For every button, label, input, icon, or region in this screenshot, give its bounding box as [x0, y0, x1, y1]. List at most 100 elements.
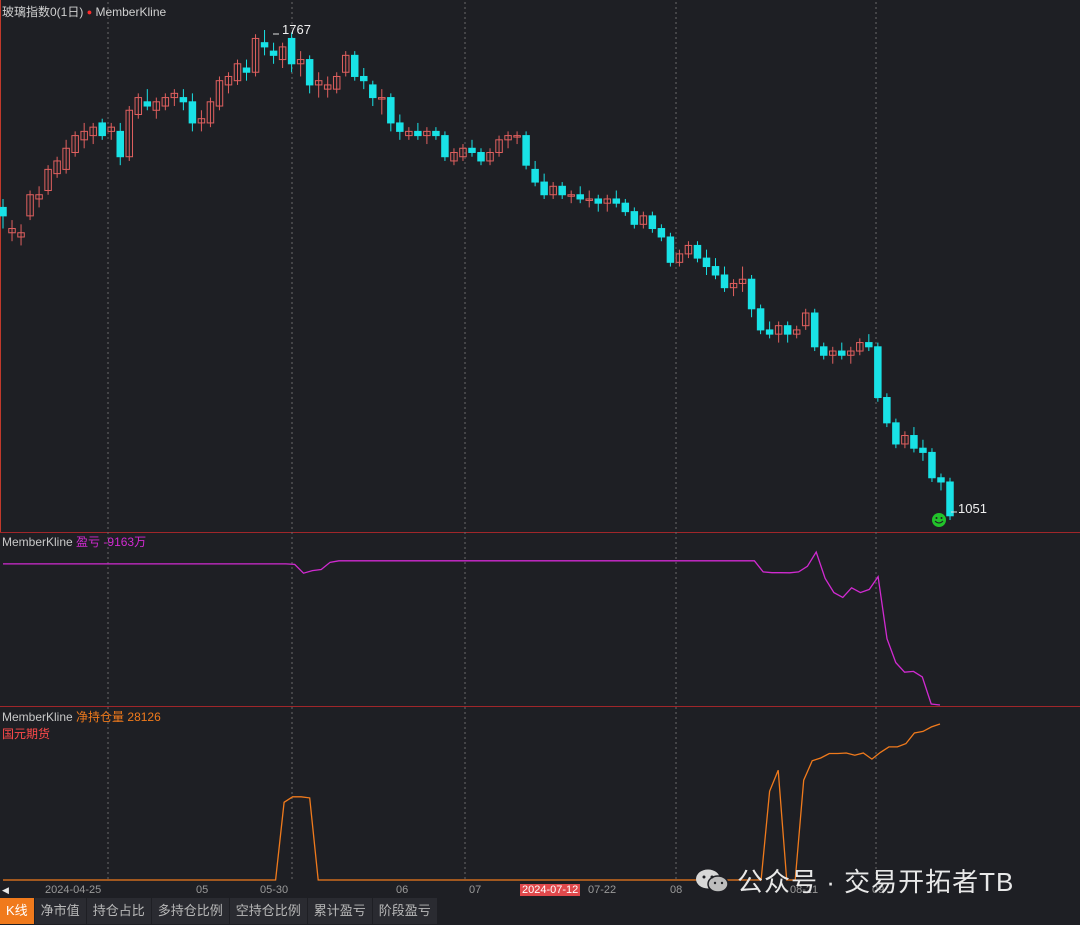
tab-long-ratio[interactable]: 多持仓比例 — [151, 898, 229, 924]
candle-body — [17, 232, 25, 238]
candle-body — [684, 244, 693, 255]
candle-body — [774, 325, 783, 335]
candle-body — [612, 198, 621, 204]
candle-body — [197, 118, 206, 124]
indicator-name: MemberKline — [95, 5, 167, 19]
candle-body — [134, 97, 143, 115]
candle-body — [387, 97, 395, 124]
candle-body — [865, 342, 873, 348]
candle-body — [946, 481, 954, 517]
candle-body — [901, 435, 909, 445]
candle-body — [829, 350, 837, 356]
candle-body — [720, 274, 729, 289]
candle-body — [8, 228, 16, 234]
instrument-title: 玻璃指数0(1日) — [2, 5, 84, 19]
x-tick: 08 — [670, 884, 683, 896]
candle-body — [89, 126, 97, 137]
candle-body — [251, 37, 260, 73]
candle-body — [792, 329, 801, 335]
pane-separator[interactable] — [0, 706, 1080, 707]
candle-body — [856, 342, 864, 352]
tab-cumulative-pnl[interactable]: 累计盈亏 — [307, 898, 372, 924]
candle-body — [450, 152, 458, 162]
candle-body — [116, 130, 124, 158]
candle-body — [504, 135, 512, 141]
candle-body — [549, 185, 557, 196]
candle-body — [341, 54, 350, 73]
candle-body — [405, 130, 413, 137]
candle-body — [44, 168, 52, 192]
candle-body — [576, 194, 584, 200]
candle-body — [278, 46, 287, 61]
candle-body — [98, 122, 106, 137]
tab-short-ratio[interactable]: 空持仓比例 — [229, 898, 307, 924]
watermark-text: 公众号 · 交易开拓者TB — [737, 867, 1015, 897]
position-indicator-name: MemberKline — [2, 710, 73, 724]
candle-body — [666, 236, 675, 263]
candle-body — [711, 266, 720, 276]
pnl-value: -9163万 — [103, 535, 147, 549]
member-name: 国元期货 — [2, 727, 51, 741]
low-price-label: 1051 — [958, 501, 987, 516]
x-tick: 05-30 — [260, 884, 289, 896]
candle-body — [747, 278, 756, 310]
price-chart-pane[interactable] — [0, 0, 1080, 532]
position-line — [3, 723, 941, 881]
candle-body — [414, 130, 422, 137]
candle-body — [305, 59, 314, 86]
main-chart-header: 玻璃指数0(1日) ● MemberKline — [2, 5, 166, 19]
candle-body — [847, 350, 855, 356]
candle-body — [558, 185, 566, 196]
candle-body — [937, 477, 945, 483]
candle-body — [756, 308, 765, 331]
pnl-line-series — [3, 550, 941, 706]
candle-body — [738, 278, 747, 284]
pnl-label: 盈亏 — [76, 535, 101, 549]
candle-body — [80, 130, 88, 141]
candle-body — [269, 50, 278, 56]
pnl-line — [3, 550, 941, 706]
candle-body — [107, 126, 115, 132]
x-tick: 07-22 — [588, 884, 617, 896]
triangle-left-icon[interactable]: ◀ — [2, 885, 9, 895]
pnl-panel-header: MemberKline 盈亏 -9163万 — [2, 535, 146, 549]
candle-body — [350, 54, 359, 77]
tab-position-share[interactable]: 持仓占比 — [86, 898, 151, 924]
position-panel-header: MemberKline 净持仓量 28126 — [2, 710, 161, 724]
candle-body — [215, 80, 224, 107]
candle-body — [152, 101, 161, 111]
smiley-mouth — [934, 520, 944, 524]
candle-body — [296, 59, 305, 65]
candle-body — [62, 147, 70, 170]
x-tick: 2024-04-25 — [45, 884, 102, 896]
candle-body — [693, 244, 702, 259]
candle-body — [729, 282, 738, 289]
candle-body — [819, 346, 828, 356]
candle-body — [71, 135, 79, 154]
wechat-icon — [695, 868, 729, 894]
pane-separator[interactable] — [0, 532, 1080, 533]
candle-body — [567, 194, 575, 197]
vertical-gridlines — [107, 2, 877, 880]
candle-body — [35, 194, 43, 200]
candle-body — [783, 325, 792, 335]
x-tick: 07 — [469, 884, 482, 896]
candle-body — [53, 160, 61, 175]
candle-body — [233, 63, 242, 82]
candle-body — [603, 198, 612, 204]
tab-kline[interactable]: K线 — [0, 898, 34, 924]
candle-body — [883, 397, 891, 424]
candle-body — [810, 312, 819, 348]
candle-body — [459, 147, 467, 158]
tab-stage-pnl[interactable]: 阶段盈亏 — [372, 898, 437, 924]
smiley-eye — [940, 517, 943, 519]
candle-body — [170, 92, 179, 99]
watermark: 公众号 · 交易开拓者TB — [695, 862, 1014, 899]
candle-body — [125, 109, 134, 158]
candle-body — [702, 257, 711, 268]
candle-body — [477, 152, 485, 162]
candle-body — [432, 130, 440, 137]
x-tick-highlighted: 2024-07-12 — [520, 884, 581, 896]
candle-body — [423, 130, 431, 137]
tab-net-market-value[interactable]: 净市值 — [34, 898, 86, 924]
